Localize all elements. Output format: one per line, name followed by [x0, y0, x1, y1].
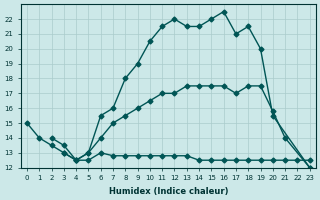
X-axis label: Humidex (Indice chaleur): Humidex (Indice chaleur)	[108, 187, 228, 196]
